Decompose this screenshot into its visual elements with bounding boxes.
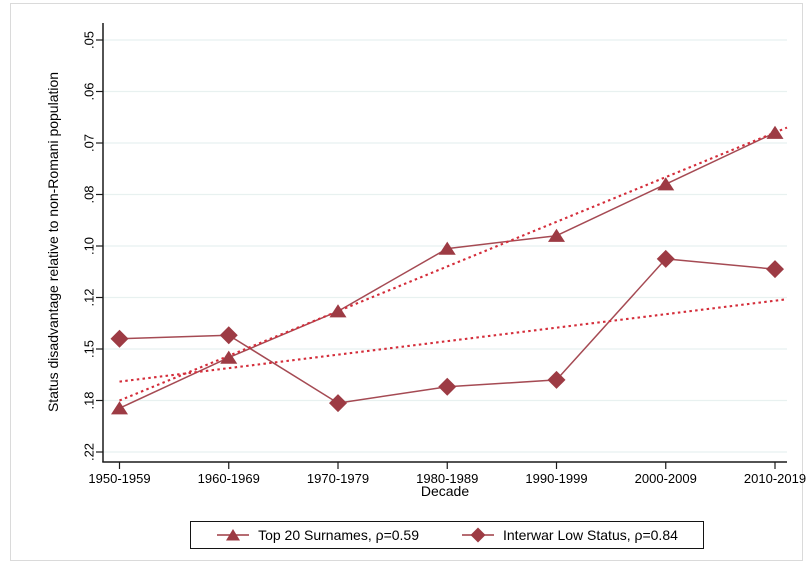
y-tick-label: .08 <box>81 185 96 203</box>
triangle-marker <box>220 350 238 364</box>
diamond-marker <box>656 249 675 268</box>
y-axis-title: Status disadvantage relative to non-Roma… <box>45 71 61 413</box>
y-tick-label: .07 <box>81 134 96 152</box>
diamond-marker <box>219 326 238 345</box>
diamond-marker <box>329 394 347 413</box>
y-tick-label: .12 <box>81 288 96 306</box>
y-tick-label: .06 <box>81 82 96 100</box>
y-tick-label: .22 <box>81 443 96 461</box>
triangle-marker <box>548 228 565 242</box>
triangle-marker <box>111 401 128 415</box>
x-tick-label: 1960-1969 <box>198 471 260 486</box>
y-tick-label: .10 <box>81 237 96 255</box>
triangle-marker <box>766 125 784 139</box>
diamond-marker <box>766 260 784 279</box>
x-tick-label: 1950-1959 <box>88 471 150 486</box>
x-tick-label: 1990-1999 <box>525 471 587 486</box>
y-tick-label: .15 <box>81 340 96 358</box>
series-line-0 <box>119 132 776 409</box>
legend-label-top20-surnames: Top 20 Surnames, ρ=0.59 <box>258 527 419 543</box>
legend-entry-top20-surnames: Top 20 Surnames, ρ=0.59 <box>216 527 419 543</box>
diamond-glyph <box>470 527 486 543</box>
y-tick-label: .18 <box>81 391 96 409</box>
x-tick-label: 1970-1979 <box>307 471 369 486</box>
x-tick-label: 2000-2009 <box>635 471 697 486</box>
triangle-marker <box>657 177 675 191</box>
triangle-marker-icon <box>217 529 250 541</box>
diamond-marker <box>547 370 566 389</box>
triangle-glyph <box>226 529 241 541</box>
triangle-marker <box>329 304 347 318</box>
diamond-marker <box>110 329 129 348</box>
x-tick-label: 1980-1989 <box>416 471 478 486</box>
y-tick-label: .05 <box>81 31 96 49</box>
trend-line-0 <box>119 126 788 402</box>
legend: Top 20 Surnames, ρ=0.59 Interwar Low Sta… <box>190 521 704 549</box>
diamond-marker <box>438 377 457 396</box>
diamond-marker-icon <box>462 527 494 543</box>
x-axis-title: Decade <box>420 483 470 499</box>
trend-line-1 <box>119 298 788 383</box>
legend-entry-interwar-low-status: Interwar Low Status, ρ=0.84 <box>461 527 678 543</box>
x-tick-label: 2010-2019 <box>744 471 806 486</box>
legend-label-interwar-low-status: Interwar Low Status, ρ=0.84 <box>503 527 678 543</box>
triangle-marker <box>438 241 456 255</box>
figure-border <box>10 3 803 561</box>
